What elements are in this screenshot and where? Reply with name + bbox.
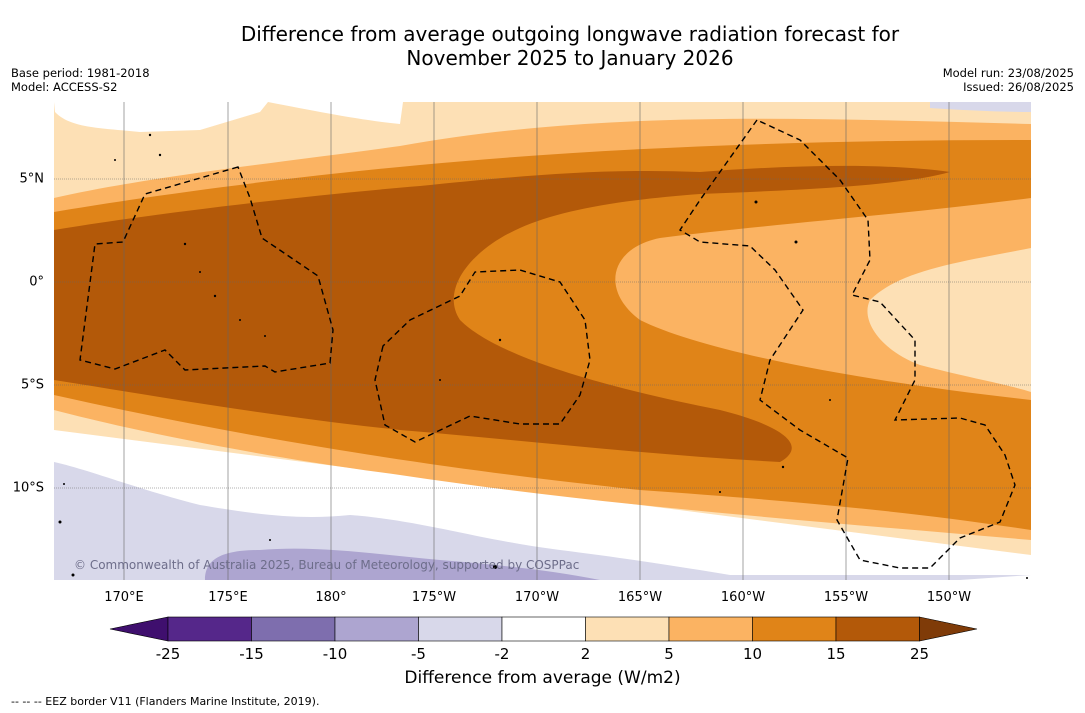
colorbar-extend-low — [109, 616, 169, 642]
colorbar-tick: 10 — [742, 645, 763, 663]
colorbar-tick: -10 — [322, 645, 348, 663]
colorbar-tick: 2 — [580, 645, 591, 663]
lon-label-170w: 170°W — [514, 590, 560, 605]
top-white-patch — [268, 102, 403, 124]
lon-label-155w: 155°W — [823, 590, 869, 605]
figure-title: Difference from average outgoing longwav… — [0, 22, 1085, 70]
lon-label-175e: 175°E — [208, 590, 248, 605]
lat-label-5n: 5°N — [19, 171, 45, 187]
band-15-25 — [54, 165, 950, 462]
title-line-1: Difference from average outgoing longwav… — [240, 22, 900, 46]
colorbar-tick: -5 — [411, 645, 426, 663]
lon-label-165w: 165°W — [617, 590, 663, 605]
eez-tuvalu-kiribati — [79, 166, 334, 373]
eez-tokelau — [374, 269, 591, 443]
center-10-15-lobe — [459, 267, 593, 369]
colorbar-extend-high — [919, 616, 978, 642]
attribution: © Commonwealth of Australia 2025, Bureau… — [74, 558, 580, 572]
model-name: Model: ACCESS-S2 — [11, 80, 118, 94]
lon-label-150w: 150°W — [926, 590, 972, 605]
eez-borders — [79, 119, 1016, 569]
colorbar-tick: 25 — [909, 645, 930, 663]
colorbar-bin-4 — [418, 616, 503, 642]
band-neg-5-10 — [205, 548, 600, 580]
colorbar-tick: 15 — [826, 645, 846, 663]
top-left-white — [54, 102, 268, 132]
top-right-purple — [930, 102, 1031, 112]
colorbar-bin-6 — [585, 616, 670, 642]
colorbar-tick: 5 — [664, 645, 674, 663]
lon-label-170e: 170°E — [104, 590, 144, 605]
colorbar — [109, 616, 978, 642]
meta-right: Model run: 23/08/2025 Issued: 26/08/2025 — [943, 66, 1074, 94]
issued-date: Issued: 26/08/2025 — [963, 80, 1074, 94]
colorbar-tick: -2 — [494, 645, 510, 663]
meta-left: Base period: 1981-2018 Model: ACCESS-S2 — [11, 66, 150, 94]
colorbar-bin-3 — [334, 616, 419, 642]
colorbar-bin-1 — [167, 616, 252, 642]
map-plot-area — [54, 102, 1031, 580]
colorbar-bin-2 — [251, 616, 336, 642]
eez-footnote: -- -- -- EEZ border V11 (Flanders Marine… — [11, 695, 320, 708]
colorbar-tick: -25 — [155, 645, 181, 663]
lat-label-5s: 5°S — [20, 377, 44, 393]
base-period: Base period: 1981-2018 — [11, 66, 150, 80]
lon-label-180: 180° — [315, 590, 347, 605]
gridlines — [54, 102, 1031, 580]
colorbar-bin-5 — [501, 616, 586, 642]
colorbar-bin-9 — [835, 616, 920, 642]
islands — [58, 133, 1028, 579]
band-neg-2-5 — [54, 462, 760, 580]
colorbar-tick: -15 — [239, 645, 264, 663]
lat-label-0: 0° — [29, 274, 44, 290]
lon-label-175w: 175°W — [411, 590, 457, 605]
colorbar-bin-7 — [668, 616, 753, 642]
model-run: Model run: 23/08/2025 — [942, 66, 1074, 80]
lon-label-160w: 160°W — [720, 590, 766, 605]
lat-label-10s: 10°S — [12, 480, 44, 496]
colorbar-label: Difference from average (W/m2) — [404, 668, 681, 688]
colorbar-bin-8 — [752, 616, 837, 642]
title-line-2: November 2025 to January 2026 — [406, 46, 734, 70]
eez-phoenix-line — [679, 119, 1016, 569]
